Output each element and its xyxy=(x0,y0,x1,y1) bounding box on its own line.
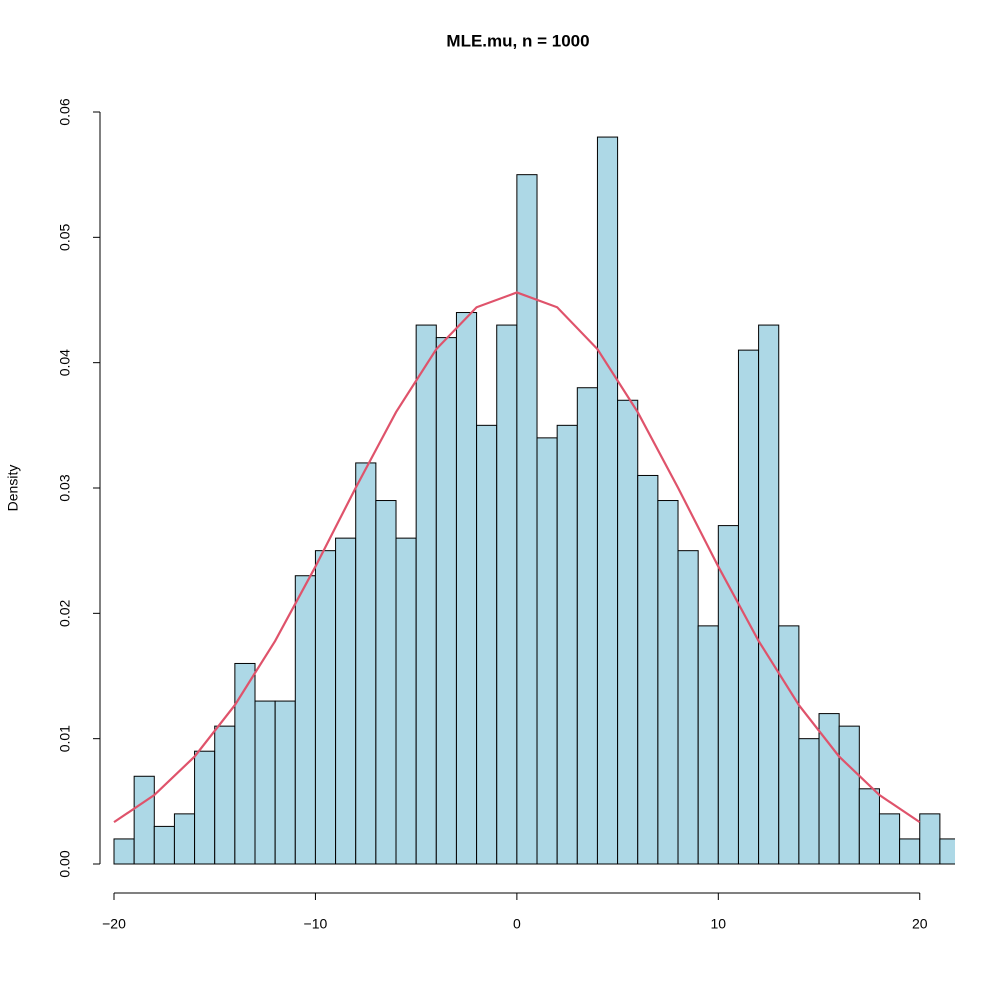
y-axis-label: Density xyxy=(5,465,21,512)
bar xyxy=(375,500,397,865)
bar xyxy=(798,738,820,865)
bar xyxy=(254,700,276,865)
bar xyxy=(637,474,659,865)
bar xyxy=(596,136,619,865)
y-tick-label: 0.00 xyxy=(57,850,73,877)
y-tick-label: 0.04 xyxy=(57,349,73,376)
bar xyxy=(838,725,860,865)
bar xyxy=(194,750,216,865)
bar xyxy=(415,324,437,865)
bar xyxy=(657,500,679,865)
bar xyxy=(576,387,598,865)
bar xyxy=(435,337,457,865)
bar xyxy=(496,324,518,865)
bar xyxy=(274,700,296,865)
bar xyxy=(314,550,337,865)
bar xyxy=(617,399,639,865)
chart-title: MLE.mu, n = 1000 xyxy=(446,31,589,50)
y-tick-label: 0.05 xyxy=(57,223,73,250)
bar xyxy=(214,725,236,865)
bar xyxy=(133,775,155,865)
bar xyxy=(677,550,699,865)
bar xyxy=(919,813,941,865)
bar xyxy=(899,838,921,865)
bar xyxy=(395,537,417,865)
bar xyxy=(878,813,901,865)
bar xyxy=(516,174,538,865)
bar xyxy=(455,312,478,865)
y-tick-label: 0.02 xyxy=(57,599,73,626)
y-tick-label: 0.01 xyxy=(57,725,73,752)
bar xyxy=(355,462,377,865)
bar xyxy=(294,575,316,865)
bar xyxy=(939,838,955,865)
bar xyxy=(234,662,256,865)
x-tick-label: 0 xyxy=(513,916,521,932)
x-tick-label: 10 xyxy=(711,916,727,932)
bar xyxy=(153,825,175,865)
bar xyxy=(778,625,800,865)
y-tick-label: 0.03 xyxy=(57,474,73,501)
x-tick-label: 20 xyxy=(912,916,928,932)
x-tick-label: −10 xyxy=(304,916,328,932)
x-tick-label: −20 xyxy=(102,916,126,932)
y-tick-label: 0.06 xyxy=(57,98,73,125)
density-curve xyxy=(113,291,921,824)
bar xyxy=(758,324,780,865)
bar xyxy=(476,424,498,865)
bar xyxy=(858,788,880,865)
bar xyxy=(536,437,558,865)
bar xyxy=(113,838,135,865)
bar xyxy=(173,813,196,865)
bar xyxy=(717,525,739,865)
bar xyxy=(697,625,719,865)
bars xyxy=(113,136,955,865)
bar xyxy=(335,537,357,865)
bar xyxy=(556,424,578,865)
